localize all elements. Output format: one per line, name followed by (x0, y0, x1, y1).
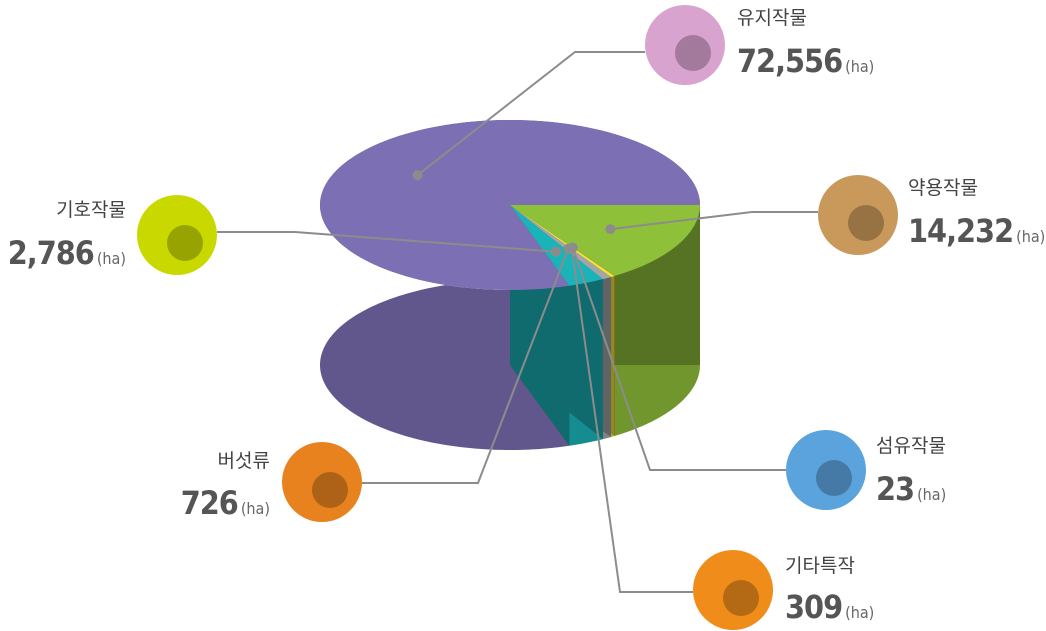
icon-shade (723, 580, 759, 616)
category-label: 기타특작 (785, 555, 855, 577)
icon-shade (167, 225, 203, 261)
icon-shade (816, 460, 852, 496)
leader-dot (605, 224, 615, 234)
value-label: 72,556 (737, 42, 842, 80)
icon-shade (675, 35, 711, 71)
value-label: 23 (876, 470, 914, 508)
unit-label: (ha) (845, 57, 874, 76)
value-label-group: 14,232(ha) (908, 212, 1045, 250)
value-label: 2,786 (8, 234, 94, 272)
unit-label: (ha) (917, 485, 946, 504)
value-label-group: 23(ha) (876, 470, 946, 508)
value-label-group: 2,786(ha) (8, 234, 126, 272)
value-label: 309 (785, 588, 842, 626)
category-label: 약용작물 (908, 177, 978, 199)
unit-label: (ha) (241, 499, 270, 518)
leader-dot (563, 244, 573, 254)
value-label-group: 309(ha) (785, 588, 874, 626)
icon-shade (312, 472, 348, 508)
unit-label: (ha) (845, 603, 874, 622)
leader-dot (413, 170, 423, 180)
value-label-group: 726(ha) (181, 484, 270, 522)
chart: 유지작물72,556(ha)약용작물14,232(ha)섬유작물23(ha)기타… (0, 0, 1046, 631)
value-label: 14,232 (908, 212, 1013, 250)
unit-label: (ha) (1016, 227, 1045, 246)
unit-label: (ha) (97, 249, 126, 268)
category-label: 버섯류 (218, 450, 270, 472)
value-label: 726 (181, 484, 238, 522)
category-label: 유지작물 (737, 7, 807, 29)
leader-dot (551, 247, 561, 257)
icon-shade (848, 205, 884, 241)
category-label: 기호작물 (56, 199, 126, 221)
value-label-group: 72,556(ha) (737, 42, 874, 80)
category-label: 섬유작물 (876, 435, 946, 457)
tops (320, 120, 700, 290)
